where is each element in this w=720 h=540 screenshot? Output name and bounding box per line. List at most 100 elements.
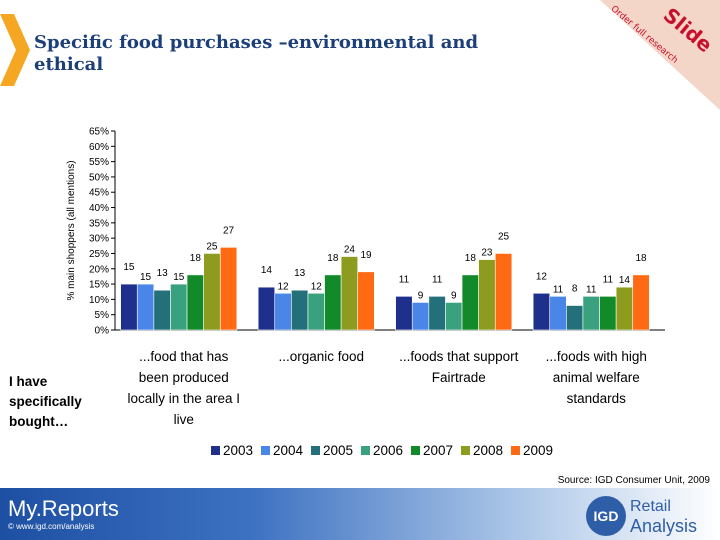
category-label: ...foods with high	[546, 349, 647, 364]
igd-logo-mark: IGD	[586, 496, 626, 536]
data-label: 12	[311, 281, 323, 292]
y-tick-label: 20%	[89, 264, 109, 275]
page-title-line-2: ethical	[34, 54, 104, 75]
page-title: Specific food purchases –environmental a…	[34, 32, 594, 76]
corner-fold	[600, 0, 720, 110]
category-label: ...foods that support	[399, 349, 519, 364]
bar-2009-cat-3	[494, 253, 513, 331]
bar-2003-cat-3	[395, 296, 413, 331]
bar-2008-cat-2	[340, 256, 359, 331]
data-label: 13	[157, 268, 169, 279]
data-label: 12	[277, 281, 289, 292]
bar-2007-cat-3	[461, 274, 479, 331]
data-label: 19	[360, 250, 372, 261]
category-label: Fairtrade	[432, 370, 486, 385]
data-label: 18	[635, 253, 647, 264]
data-label: 27	[223, 225, 235, 236]
bar-2009-cat-1	[219, 247, 238, 331]
bar-2005-cat-4	[566, 305, 584, 331]
bar-2008-cat-4	[615, 286, 634, 331]
category-label: ...food that has	[139, 349, 229, 364]
y-tick-label: 25%	[89, 249, 109, 260]
data-label: 12	[536, 271, 548, 282]
y-tick-label: 35%	[89, 218, 109, 229]
y-tick-label: 55%	[89, 157, 109, 168]
side-label-line-1: I have	[9, 374, 48, 389]
data-label: 11	[432, 274, 443, 285]
bar-2006-cat-2	[307, 292, 325, 331]
y-tick-label: 50%	[89, 172, 109, 183]
legend-swatch-2004	[261, 446, 270, 455]
category-label: animal welfare	[553, 370, 640, 385]
bar-2005-cat-1	[153, 289, 171, 331]
category-label: ...organic food	[278, 349, 364, 364]
data-label: 18	[465, 253, 477, 264]
data-label: 15	[123, 262, 135, 273]
bar-chart: % main shoppers (all mentions) 0% 5% 10% 15%…	[66, 127, 665, 458]
data-label: 23	[481, 248, 493, 259]
legend-label-2005: 2005	[323, 443, 353, 458]
data-label: 9	[451, 290, 457, 301]
category-label: live	[174, 412, 194, 427]
footer-brand: My.Reports	[8, 496, 119, 521]
data-label: 11	[553, 284, 564, 295]
bar-2008-cat-1	[203, 253, 221, 331]
side-label-line-2: specifically	[9, 394, 82, 409]
bar-2009-cat-2	[357, 271, 375, 331]
data-label: 9	[418, 290, 424, 301]
legend-label-2008: 2008	[473, 443, 503, 458]
bar-2003-cat-1	[120, 283, 138, 331]
y-tick-label: 45%	[89, 188, 109, 199]
legend-swatch-2005	[311, 446, 320, 455]
logo-line-2: Analysis	[630, 516, 698, 536]
legend-swatch-2007	[411, 446, 420, 455]
y-tick-label: 40%	[89, 203, 109, 214]
slide-samples-badge[interactable]: Slide Order full research	[600, 0, 720, 110]
y-tick-label: 65%	[89, 127, 109, 138]
bar-2007-cat-1	[186, 274, 204, 331]
bar-2009-cat-4	[632, 274, 650, 331]
bar-2007-cat-2	[324, 274, 342, 331]
bar-2004-cat-4	[549, 296, 567, 331]
data-label: 13	[294, 268, 306, 279]
retail-analysis-logo: IGD Retail Analysis	[586, 496, 716, 538]
y-tick-label: 30%	[89, 234, 109, 245]
y-tick-label: 0%	[95, 326, 110, 337]
data-label: 11	[399, 274, 410, 285]
data-label: 18	[190, 253, 202, 264]
bar-2006-cat-1	[170, 283, 188, 331]
legend-label-2009: 2009	[523, 443, 553, 458]
footer-url[interactable]: © www.igd.com/analysis	[8, 522, 95, 531]
bar-2006-cat-4	[582, 296, 600, 331]
legend-swatch-2009	[511, 446, 520, 455]
bar-2003-cat-2	[257, 286, 276, 331]
legend-label-2007: 2007	[423, 443, 453, 458]
data-label: 15	[140, 272, 152, 283]
data-label: 18	[327, 253, 339, 264]
source-note: Source: IGD Consumer Unit, 2009	[557, 475, 710, 486]
legend-label-2004: 2004	[273, 443, 304, 458]
data-label: 25	[206, 241, 218, 252]
bar-2006-cat-3	[445, 302, 463, 331]
legend-swatch-2003	[211, 446, 220, 455]
y-tick-label: 60%	[89, 142, 109, 153]
bar-2004-cat-3	[411, 302, 430, 331]
chevron-decoration	[0, 14, 30, 86]
category-label: been produced	[139, 370, 229, 385]
data-label: 25	[498, 231, 510, 242]
y-tick-label: 15%	[89, 280, 109, 291]
y-tick-label: 5%	[95, 310, 110, 321]
logo-line-1: Retail	[630, 498, 671, 515]
bar-2007-cat-4	[599, 296, 617, 331]
category-label: standards	[567, 391, 627, 406]
data-label: 14	[619, 275, 631, 286]
side-label-line-3: bought…	[9, 414, 69, 429]
data-label: 11	[603, 274, 614, 285]
data-label: 14	[261, 265, 273, 276]
bar-2005-cat-3	[428, 296, 446, 331]
legend-swatch-2006	[361, 446, 370, 455]
bar-2004-cat-1	[136, 283, 155, 331]
y-axis-label: % main shoppers (all mentions)	[66, 160, 77, 300]
page-title-line-1: Specific food purchases –environmental a…	[34, 32, 479, 53]
legend-swatch-2008	[461, 446, 470, 455]
